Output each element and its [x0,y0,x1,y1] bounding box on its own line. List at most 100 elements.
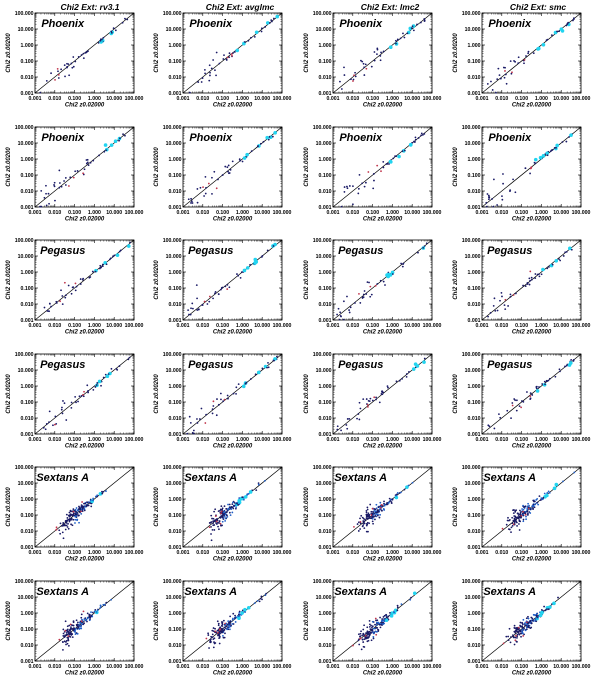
data-point [272,245,275,247]
data-point [232,392,235,395]
data-point [114,29,117,32]
highlight-point [59,300,61,303]
x-tick-label: 10.000 [254,96,270,102]
data-point [50,305,52,308]
y-tick-label: 0.100 [21,400,34,406]
data-point [69,510,72,513]
data-point [116,369,119,371]
x-tick-label: 10.000 [553,210,569,216]
x-tick-label: 100.000 [125,437,144,443]
data-point [217,525,219,528]
x-tick-label: 10.000 [254,210,270,216]
data-point [535,386,538,388]
data-point [509,293,512,296]
highlight-point [202,186,204,188]
data-point [231,506,234,509]
data-point [81,510,84,512]
data-point [229,506,231,509]
data-point [48,302,51,305]
highlight-point [208,526,211,529]
data-point [96,381,99,384]
data-point [345,424,348,426]
data-point [253,260,258,265]
data-point [414,136,417,139]
x-tick-label: 0.100 [515,96,528,102]
data-point [72,508,75,511]
data-point [275,14,280,19]
data-point [224,513,227,516]
data-point [219,509,221,512]
y-tick-label: 10.000 [465,368,481,374]
data-point [74,508,77,511]
data-point [237,503,240,506]
data-point [359,407,362,410]
data-point [414,140,416,143]
x-tick-label: 0.010 [196,96,209,102]
y-tick-label: 0.100 [21,59,34,65]
data-point [204,175,207,178]
y-tick-label: 0.010 [468,302,481,308]
data-point [359,522,362,525]
data-point [237,274,240,277]
highlight-point [376,164,379,167]
data-point [78,505,80,508]
data-point [394,39,397,42]
x-tick-label: 1.000 [535,96,548,102]
x-tick-label: 10.000 [404,437,420,443]
data-point [403,488,406,491]
x-tick-label: 0.001 [327,210,340,216]
y-tick-label: 10.000 [316,481,332,487]
data-point [188,313,190,316]
data-point [65,513,68,516]
x-tick-label: 10.000 [404,550,420,556]
y-tick-label: 100.000 [313,11,332,17]
data-point [227,508,230,511]
data-point [402,263,404,266]
data-point [411,25,414,28]
plot-frame [34,126,135,208]
data-point [79,278,82,280]
data-point [406,32,409,35]
plot-frame [182,353,283,435]
x-tick-label: 100.000 [125,550,144,556]
y-tick-label: 1.000 [21,497,34,503]
data-point [86,384,89,387]
data-point [61,412,64,415]
y-tick-label: 10.000 [465,254,481,260]
data-point [196,201,199,204]
x-tick-label: 0.100 [515,437,528,443]
data-point [348,185,351,187]
y-tick-label: 0.100 [468,286,481,292]
y-tick-label: 0.100 [319,59,332,65]
data-point [362,398,365,401]
data-point [197,81,200,83]
data-point [491,89,494,91]
data-point [196,422,199,424]
y-tick-label: 100.000 [462,125,481,131]
data-point [220,505,223,508]
y-axis-label: Chi2 z0.00200 [304,487,310,527]
data-point [124,134,126,137]
data-point [358,401,361,404]
data-point [94,495,97,498]
data-point [242,268,247,273]
data-point [379,59,382,62]
data-point [510,417,512,419]
data-point [550,34,553,37]
y-tick-label: 100.000 [15,125,34,131]
data-point [235,48,240,53]
data-point [115,253,120,257]
data-point [395,42,397,45]
y-tick-label: 0.010 [169,302,182,308]
data-point [64,177,67,179]
y-tick-label: 0.001 [319,318,332,324]
data-point [562,255,565,257]
data-point [47,192,50,195]
data-point [370,65,373,68]
y-tick-label: 100.000 [15,352,34,358]
data-point [546,267,549,270]
data-point [384,284,386,286]
data-point [103,143,108,147]
data-point [218,522,220,524]
